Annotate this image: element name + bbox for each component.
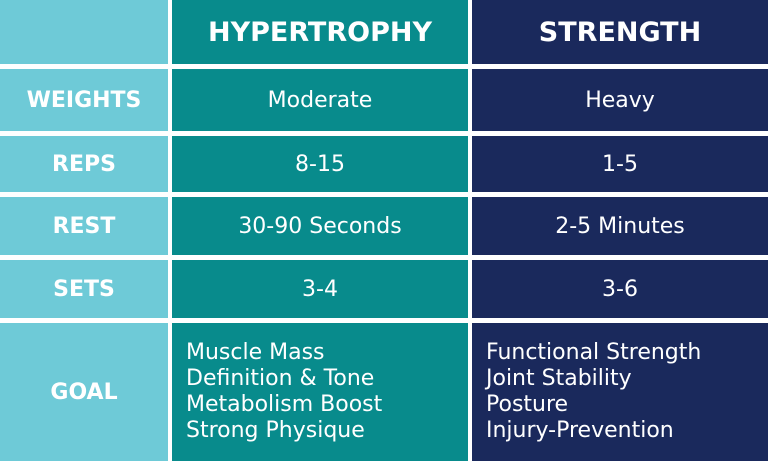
goal-item: Functional Strength <box>486 340 702 365</box>
table-cell: 30-90 Seconds <box>172 197 468 255</box>
goal-list: Muscle Mass Definition & Tone Metabolism B… <box>172 323 468 461</box>
row-label: WEIGHTS <box>0 69 168 131</box>
goal-item: Strong Physique <box>186 418 365 443</box>
goal-list: Functional Strength Joint Stability Postur… <box>472 323 768 461</box>
table-cell: 2-5 Minutes <box>472 197 768 255</box>
goal-item: Definition & Tone <box>186 366 375 391</box>
row-label: REPS <box>0 136 168 192</box>
table-cell: 3-4 <box>172 260 468 318</box>
goal-item: Posture <box>486 392 569 417</box>
goal-item: Metabolism Boost <box>186 392 383 417</box>
column-header: STRENGTH <box>472 0 768 64</box>
column-header: HYPERTROPHY <box>172 0 468 64</box>
table-cell: 1-5 <box>472 136 768 192</box>
goal-item: Muscle Mass <box>186 340 325 365</box>
row-label: GOAL <box>0 323 168 461</box>
row-label: REST <box>0 197 168 255</box>
row-label: SETS <box>0 260 168 318</box>
table-cell: 3-6 <box>472 260 768 318</box>
corner-cell <box>0 0 168 64</box>
goal-item: Injury-Prevention <box>486 418 674 443</box>
table-cell: 8-15 <box>172 136 468 192</box>
table-cell: Moderate <box>172 69 468 131</box>
goal-item: Joint Stability <box>486 366 632 391</box>
table-cell: Heavy <box>472 69 768 131</box>
